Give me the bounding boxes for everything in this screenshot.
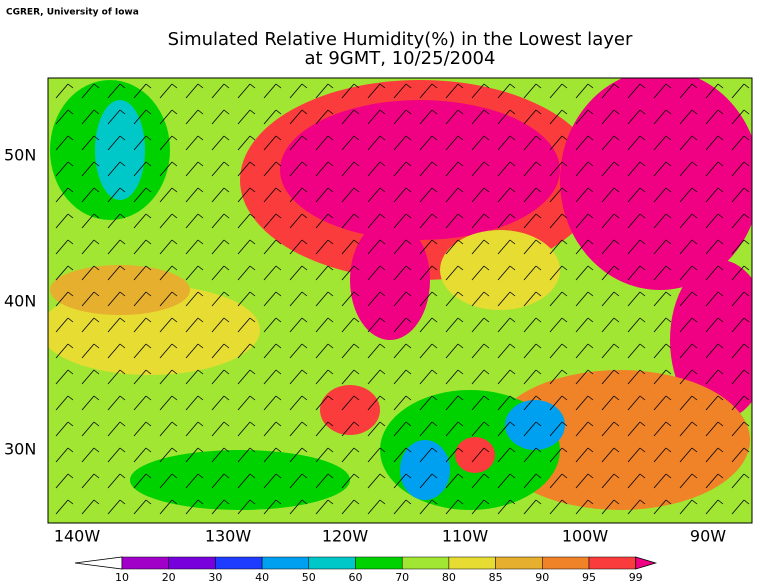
colorbar-label: 90: [535, 571, 549, 584]
colorbar-segment: [588, 556, 636, 570]
lat-label: 40N: [4, 292, 36, 311]
colorbar-label: 99: [629, 571, 643, 584]
colorbar: 10 20 30 40 50 60 70 80 85 90 95 99: [74, 556, 658, 584]
lon-label: 90W: [690, 527, 726, 546]
map-frame: [47, 77, 753, 524]
colorbar-label: 85: [489, 571, 503, 584]
colorbar-label: 60: [349, 571, 363, 584]
colorbar-label: 70: [395, 571, 409, 584]
lon-label: 110W: [442, 527, 489, 546]
colorbar-label: 40: [255, 571, 269, 584]
colorbar-label: 30: [208, 571, 222, 584]
colorbar-segment: [401, 556, 450, 570]
colorbar-label: 20: [162, 571, 176, 584]
colorbar-label: 50: [302, 571, 316, 584]
colorbar-segment: [261, 556, 310, 570]
title: at 9GMT, 10/25/2004: [305, 48, 496, 69]
lon-label: 100W: [562, 527, 609, 546]
colorbar-segment: [308, 556, 356, 570]
lat-label: 50N: [4, 146, 36, 165]
credit: CGRER, University of Iowa: [6, 8, 139, 18]
colorbar-over: [635, 556, 658, 570]
colorbar-label: 10: [115, 571, 129, 584]
colorbar-segment: [121, 556, 169, 570]
colorbar-segment: [448, 556, 496, 570]
lat-label: 30N: [4, 440, 36, 459]
colorbar-segment: [215, 556, 263, 570]
lon-label: 130W: [205, 527, 252, 546]
colorbar-under: [74, 556, 123, 570]
lon-label: 120W: [322, 527, 369, 546]
colorbar-segment: [542, 556, 590, 570]
colorbar-label: 80: [442, 571, 456, 584]
colorbar-segment: [495, 556, 543, 570]
title: Simulated Relative Humidity(%) in the Lo…: [168, 29, 633, 50]
humidity-field: [48, 78, 752, 523]
lon-label: 140W: [54, 527, 101, 546]
colorbar-segment: [355, 556, 403, 570]
colorbar-segment: [168, 556, 216, 570]
colorbar-label: 95: [582, 571, 596, 584]
